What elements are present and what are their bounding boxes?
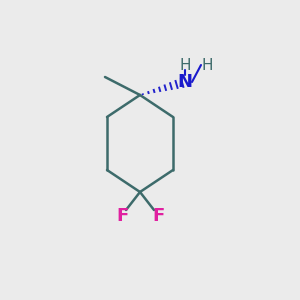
Text: F: F [116, 207, 128, 225]
Text: F: F [152, 207, 164, 225]
Text: N: N [178, 73, 193, 91]
Text: H: H [201, 58, 213, 73]
Text: H: H [179, 58, 191, 73]
